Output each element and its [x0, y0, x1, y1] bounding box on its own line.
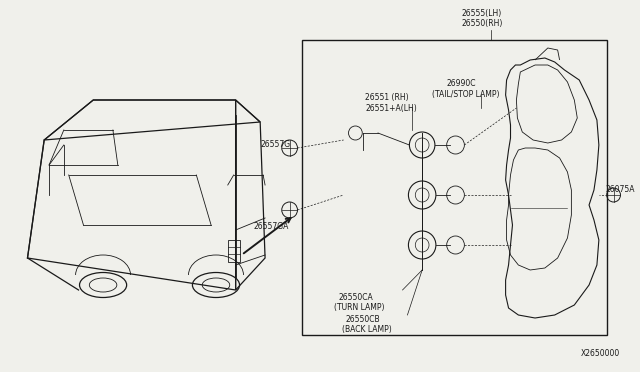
Bar	[302, 40, 607, 335]
Text: (TAIL/STOP LAMP): (TAIL/STOP LAMP)	[432, 90, 499, 99]
Text: 26557G: 26557G	[260, 140, 291, 149]
Text: 26551 (RH): 26551 (RH)	[365, 93, 409, 102]
Text: 26075A: 26075A	[605, 185, 636, 194]
Text: 26550(RH): 26550(RH)	[461, 19, 503, 28]
Text: (BACK LAMP): (BACK LAMP)	[342, 325, 392, 334]
Bar	[228, 240, 239, 262]
Text: 26550CA: 26550CA	[339, 293, 374, 302]
Text: 26551+A(LH): 26551+A(LH)	[365, 104, 417, 113]
Text: X2650000: X2650000	[581, 349, 620, 358]
Text: 26990C: 26990C	[447, 79, 476, 88]
Text: 26557GA: 26557GA	[253, 222, 289, 231]
Text: 26550CB: 26550CB	[346, 315, 380, 324]
Text: (TURN LAMP): (TURN LAMP)	[334, 303, 384, 312]
Text: 26555(LH): 26555(LH)	[461, 9, 502, 18]
